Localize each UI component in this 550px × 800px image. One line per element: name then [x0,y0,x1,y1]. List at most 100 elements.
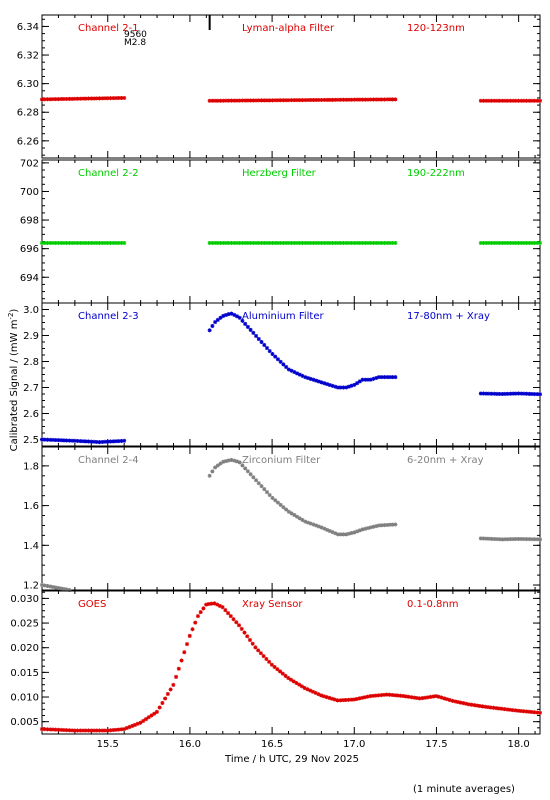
data-point [53,438,58,443]
data-point [221,313,226,318]
y-axis-label-prefix: Calibrated Signal / (mW m [9,320,20,452]
data-point [297,372,302,377]
data-point [336,240,341,245]
panel-label: 120-123nm [407,23,465,34]
data-point [56,727,61,732]
data-point [72,240,77,245]
data-point [94,439,99,444]
data-point [436,694,441,699]
data-point [243,240,248,245]
data-point [376,97,381,102]
data-point [338,240,343,245]
data-point [357,528,362,533]
panel-label: Channel 2-2 [78,168,139,179]
data-point [103,96,108,101]
data-point [215,240,220,245]
data-point [195,614,200,619]
data-point [70,96,75,101]
data-point [226,312,231,317]
data-point [105,96,110,101]
data-point [122,438,127,443]
data-point [67,240,72,245]
data-point [492,240,497,245]
data-point [89,728,94,733]
data-point [368,694,373,699]
data-point [289,511,294,516]
data-point [105,240,110,245]
data-point [346,531,351,536]
data-point [89,240,94,245]
data-point [286,509,291,514]
data-point [360,695,365,700]
data-point [393,522,398,527]
data-point [61,587,66,592]
series-segment-2 [207,97,398,103]
data-point [368,377,373,382]
data-point [292,98,297,103]
data-point [484,240,489,245]
data-point [333,384,338,389]
data-point [314,240,319,245]
data-point [503,240,508,245]
data-point [513,708,518,713]
data-point [532,710,537,715]
data-point [314,523,319,528]
data-point [278,669,283,674]
data-point [299,684,304,689]
data-point [294,681,299,686]
panel-label: 0.1-0.8nm [407,599,459,610]
data-point [382,692,387,697]
data-point [385,522,390,527]
data-point [302,685,307,690]
data-point [516,240,521,245]
data-point [100,728,105,733]
data-point [343,697,348,702]
data-point [360,240,365,245]
data-point [338,385,343,390]
data-point [146,715,151,720]
data-point [521,391,526,396]
data-point [319,380,324,385]
data-point [245,469,250,474]
data-point [53,97,58,102]
data-point [521,240,526,245]
data-point [259,98,264,103]
data-point [240,463,245,468]
data-point [45,727,50,732]
data-point [215,602,220,607]
y-tick-label: 0.030 [10,594,39,605]
data-point [210,323,215,328]
panel-label: Channel 2-3 [78,311,139,322]
data-point [100,96,105,101]
data-point [286,98,291,103]
data-point [218,315,223,320]
data-point [245,324,250,329]
data-point [349,240,354,245]
data-point [292,240,297,245]
data-point [341,385,346,390]
data-series [40,311,542,445]
data-point [78,240,83,245]
data-point [322,97,327,102]
data-point [316,379,321,384]
data-point [281,98,286,103]
data-point [221,459,226,464]
data-point [519,240,524,245]
data-point [45,437,50,442]
data-point [240,240,245,245]
y-tick-label: 2.5 [23,435,39,446]
panel-label: Aluminium Filter [242,311,325,322]
data-point [247,638,252,643]
data-point [206,602,211,607]
data-point [251,475,256,480]
y-tick-label: 3.0 [23,305,39,316]
data-point [341,97,346,102]
panel-1: 6.26 6.28 6.30 6.32 6.34 Channel 2-1 Lyman-alp… [17,14,542,159]
data-point [374,375,379,380]
data-point [382,375,387,380]
data-point [270,98,275,103]
data-point [220,605,225,610]
panel-frame [41,159,541,304]
data-point [395,693,400,698]
data-point [215,463,220,468]
